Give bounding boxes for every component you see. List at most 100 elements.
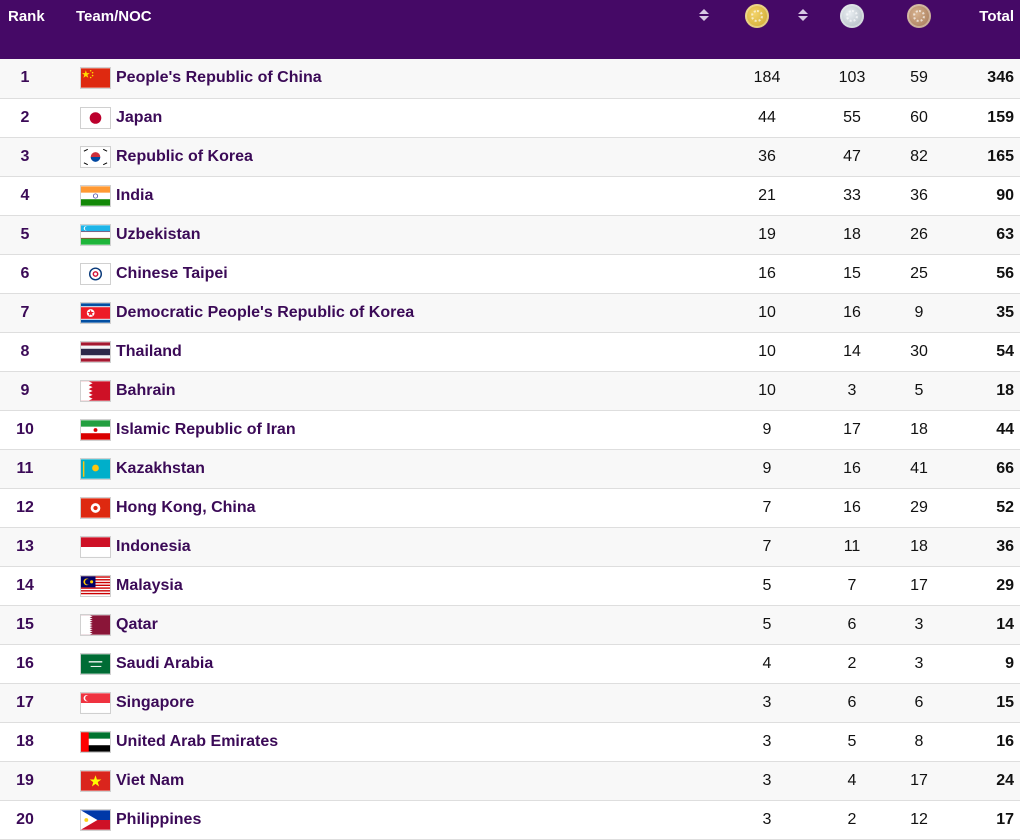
team-name-link[interactable]: Malaysia [116, 577, 183, 594]
rank-value: 20 [16, 811, 34, 828]
gold-count: 7 [762, 538, 772, 555]
rank-value: 15 [16, 616, 34, 633]
bronze-count: 26 [910, 226, 928, 243]
team-name-link[interactable]: Qatar [116, 616, 158, 633]
silver-count: 14 [843, 343, 861, 360]
table-header: Rank Team/NOC Total [0, 0, 1020, 59]
japan-flag-icon [80, 107, 111, 129]
gold-count: 10 [758, 304, 776, 321]
total-count: 346 [987, 69, 1014, 86]
team-name-link[interactable]: Hong Kong, China [116, 499, 256, 516]
team-name-link[interactable]: Republic of Korea [116, 148, 253, 165]
total-count: 16 [996, 733, 1014, 750]
gold-count: 5 [762, 577, 772, 594]
saudi-arabia-flag-icon [80, 653, 111, 675]
team-name-link[interactable]: Islamic Republic of Iran [116, 421, 296, 438]
team-name-link[interactable]: Thailand [116, 343, 182, 360]
gold-count: 44 [758, 109, 776, 126]
rank-value: 5 [20, 226, 30, 243]
bronze-count: 41 [910, 460, 928, 477]
rank-value: 17 [16, 694, 34, 711]
uae-flag-icon [80, 731, 111, 753]
silver-count: 7 [847, 577, 857, 594]
silver-count: 2 [847, 811, 857, 828]
table-row: 17 Singapore 3 6 6 15 [0, 684, 1020, 723]
team-name-link[interactable]: Singapore [116, 694, 195, 711]
team-name-link[interactable]: People's Republic of China [116, 69, 322, 86]
table-row: 9 Bahrain 10 3 5 18 [0, 372, 1020, 411]
total-count: 63 [996, 226, 1014, 243]
bronze-count: 9 [914, 304, 924, 321]
team-name-link[interactable]: Democratic People's Republic of Korea [116, 304, 415, 321]
silver-count: 55 [843, 109, 861, 126]
gold-count: 36 [758, 148, 776, 165]
table-row: 18 United Arab Emirates 3 5 8 16 [0, 723, 1020, 762]
gold-count: 3 [762, 694, 772, 711]
team-name-link[interactable]: Indonesia [116, 538, 191, 555]
gold-count: 10 [758, 382, 776, 399]
team-name-link[interactable]: United Arab Emirates [116, 733, 279, 750]
rank-value: 10 [16, 421, 34, 438]
table-body: 1 People's Republic of China 184 103 59 346 2 J… [0, 59, 1020, 840]
silver-count: 33 [843, 187, 861, 204]
team-name-link[interactable]: India [116, 187, 154, 204]
total-count: 15 [996, 694, 1014, 711]
bronze-count: 17 [910, 772, 928, 789]
total-count: 52 [996, 499, 1014, 516]
total-count: 35 [996, 304, 1014, 321]
bronze-count: 60 [910, 109, 928, 126]
bronze-count: 3 [914, 655, 924, 672]
silver-count: 15 [843, 265, 861, 282]
bronze-count: 5 [914, 382, 924, 399]
sort-silver-icon[interactable] [798, 9, 808, 23]
rank-value: 13 [16, 538, 34, 555]
table-row: 3 Republic of Korea 36 47 82 165 [0, 138, 1020, 177]
total-count: 56 [996, 265, 1014, 282]
table-row: 15 Qatar 5 6 3 14 [0, 606, 1020, 645]
chinese-taipei-flag-icon [80, 263, 111, 285]
team-name-link[interactable]: Philippines [116, 811, 202, 828]
total-count: 17 [996, 811, 1014, 828]
team-name-link[interactable]: Viet Nam [116, 772, 185, 789]
bronze-medal-icon[interactable] [907, 4, 931, 28]
table-row: 14 Malaysia 5 7 17 29 [0, 567, 1020, 606]
gold-count: 184 [753, 69, 781, 86]
total-count: 44 [996, 421, 1014, 438]
gold-medal-icon[interactable] [745, 4, 769, 28]
rank-value: 7 [20, 304, 30, 321]
team-name-link[interactable]: Kazakhstan [116, 460, 205, 477]
table-row: 20 Philippines 3 2 12 17 [0, 801, 1020, 840]
silver-count: 2 [847, 655, 857, 672]
team-name-link[interactable]: Saudi Arabia [116, 655, 214, 672]
rank-value: 16 [16, 655, 34, 672]
gold-count: 16 [758, 265, 776, 282]
silver-count: 3 [847, 382, 857, 399]
team-column-header[interactable]: Team/NOC [76, 8, 152, 25]
team-name-link[interactable]: Chinese Taipei [116, 265, 228, 282]
gold-count: 4 [762, 655, 772, 672]
kazakhstan-flag-icon [80, 458, 111, 480]
bronze-count: 59 [910, 69, 928, 86]
team-name-link[interactable]: Uzbekistan [116, 226, 201, 243]
bronze-count: 29 [910, 499, 928, 516]
team-name-link[interactable]: Japan [116, 109, 163, 126]
total-count: 165 [987, 148, 1014, 165]
total-column-header[interactable]: Total [979, 8, 1014, 25]
silver-count: 11 [843, 538, 861, 555]
rank-value: 12 [16, 499, 34, 516]
team-name-link[interactable]: Bahrain [116, 382, 176, 399]
silver-count: 103 [838, 69, 866, 86]
gold-count: 19 [758, 226, 776, 243]
qatar-flag-icon [80, 614, 111, 636]
indonesia-flag-icon [80, 536, 111, 558]
silver-medal-icon[interactable] [840, 4, 864, 28]
table-row: 1 People's Republic of China 184 103 59 346 [0, 59, 1020, 99]
silver-count: 6 [847, 694, 857, 711]
rank-column-header[interactable]: Rank [8, 8, 45, 25]
silver-count: 5 [847, 733, 857, 750]
gold-count: 3 [762, 733, 772, 750]
bronze-count: 36 [910, 187, 928, 204]
sort-gold-icon[interactable] [699, 9, 709, 23]
philippines-flag-icon [80, 809, 111, 831]
table-row: 16 Saudi Arabia 4 2 3 9 [0, 645, 1020, 684]
